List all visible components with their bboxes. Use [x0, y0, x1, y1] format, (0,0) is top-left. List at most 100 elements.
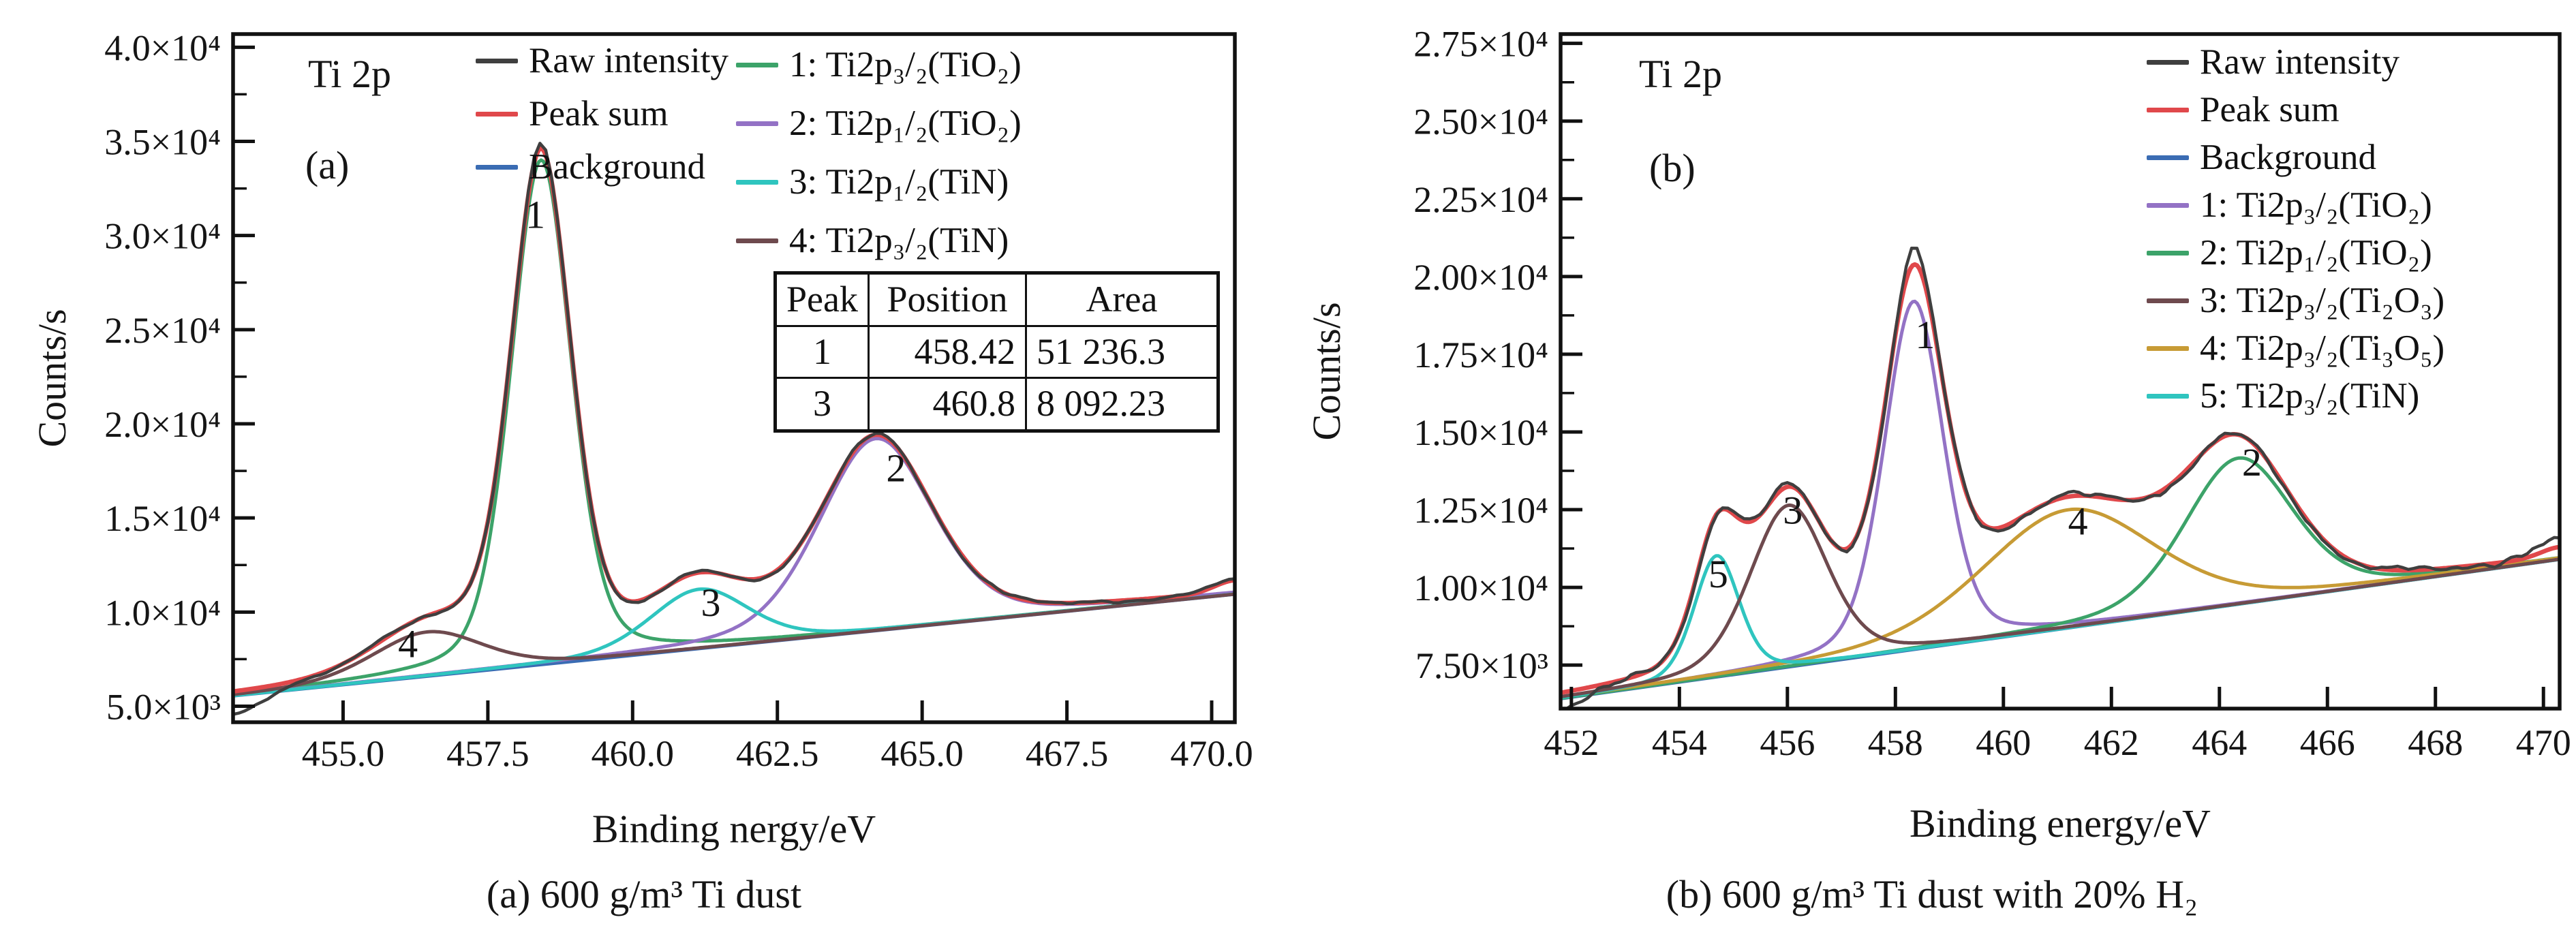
x-tick-label: 454 [1652, 722, 1707, 763]
legend-label: 4: Ti2p₃/₂(TiN) [789, 220, 1009, 260]
legend-label: 2: Ti2p₁/₂(TiO₂) [2200, 232, 2432, 273]
legend-line-swatch [2147, 202, 2189, 208]
legend-label: 2: Ti2p₁/₂(TiO₂) [789, 103, 1022, 143]
y-tick-label: 2.0×10⁴ [104, 404, 221, 445]
table-header-cell: Area [1024, 272, 1219, 327]
curve-component-2-b [1561, 456, 2559, 700]
x-tick-label: 470 [2516, 722, 2571, 763]
y-tick-label: 1.00×10⁴ [1413, 568, 1548, 608]
table-header-cell: Peak [774, 272, 870, 327]
legend-item: 2: Ti2p₁/₂(TiO₂) [736, 94, 1022, 153]
x-tick-label: 455.0 [302, 733, 385, 774]
y-tick-label: 3.0×10⁴ [104, 216, 221, 257]
x-tick-label: 460 [1976, 722, 2031, 763]
x-tick-label: 456 [1760, 722, 1815, 763]
caption-a: (a) 600 g/m³ Ti dust [487, 872, 801, 916]
x-tick-label: 470.0 [1170, 733, 1253, 774]
chart-a-canvas: 12345.0×10³1.0×10⁴1.5×10⁴2.0×10⁴2.5×10⁴3… [30, 27, 1253, 916]
x-tick-label: 464 [2192, 722, 2247, 763]
legend-label: 3: Ti2p₃/₂(Ti₂O₃) [2200, 280, 2445, 320]
x-tick-label: 466 [2300, 722, 2355, 763]
table-header-cell: Position [867, 272, 1027, 327]
curve-component-3-b [1561, 503, 2559, 698]
table-row: 1 458.42 51 236.3 [774, 324, 1219, 379]
legend-line-swatch [2147, 250, 2189, 256]
y-tick-label: 1.75×10⁴ [1413, 335, 1548, 375]
curve-raw-intensity-a [233, 142, 1235, 716]
table-cell: 1 [774, 324, 870, 379]
legend-line-swatch [2147, 155, 2189, 160]
y-tick-label: 2.50×10⁴ [1413, 102, 1548, 142]
legend-line-swatch [476, 164, 518, 170]
y-tick-label: 2.00×10⁴ [1413, 257, 1548, 298]
curve-component-4-b [1561, 507, 2559, 699]
legend-line-swatch [2147, 345, 2189, 351]
peak-number-label-4-a: 4 [398, 622, 418, 666]
peak-number-label-5-b: 5 [1708, 552, 1728, 596]
legend-line-swatch [2147, 298, 2189, 303]
spectrum-label-b: Ti 2p [1639, 52, 1722, 96]
x-tick-label: 465.0 [880, 733, 964, 774]
legend-line-swatch [2147, 393, 2189, 399]
legend-label: 1: Ti2p₃/₂(TiO₂) [2200, 185, 2432, 225]
legend-item: 4: Ti2p₃/₂(Ti₃O₅) [2147, 324, 2444, 372]
legend-label: 5: Ti2p₃/₂(TiN) [2200, 375, 2420, 416]
legend-label: Background [529, 146, 706, 187]
x-axis-title-a: Binding nergy/eV [592, 807, 876, 851]
curve-peak-sum-b [1561, 262, 2559, 695]
table-cell: 460.8 [867, 377, 1027, 432]
y-tick-label: 1.25×10⁴ [1413, 490, 1548, 531]
peak-number-label-3-a: 3 [701, 581, 721, 625]
legend-line-swatch [736, 238, 778, 243]
legend-line-swatch [2147, 107, 2189, 112]
inset-table-a: Peak Position Area 1 458.42 51 236.3 3 460.8 8 0… [773, 271, 1220, 433]
legend-line-swatch [736, 62, 778, 67]
legend-label: Peak sum [2200, 89, 2340, 129]
spectrum-label-a: Ti 2p [308, 52, 391, 96]
table-cell: 51 236.3 [1024, 324, 1219, 379]
x-tick-label: 458 [1868, 722, 1923, 763]
legend-label: Raw intensity [529, 40, 729, 80]
legend-a-column-2: 1: Ti2p₃/₂(TiO₂) 2: Ti2p₁/₂(TiO₂) 3: Ti2p₁… [736, 35, 1022, 270]
y-tick-label: 1.0×10⁴ [104, 592, 221, 633]
plot-border-a [231, 32, 1237, 724]
panel-a: 1 2 3 4 5.0×10³ 1.0×10⁴ 1.5×10⁴ 2.0×10⁴ 2.5×10⁴ 3… [30, 27, 1253, 916]
curve-raw-intensity-b [1563, 246, 2560, 709]
legend-label: 1: Ti2p₃/₂(TiO₂) [789, 44, 1022, 84]
panel-letter-b: (b) [1649, 146, 1696, 190]
y-tick-label: 3.5×10⁴ [104, 122, 221, 163]
y-tick-label: 7.50×10³ [1415, 645, 1548, 686]
axis-ticks-a [234, 45, 1214, 721]
legend-b-column: Raw intensity Peak sum Background 1: Ti2p₃/… [2147, 38, 2444, 420]
legend-label: Peak sum [529, 93, 669, 134]
x-tick-label: 468 [2408, 722, 2463, 763]
peak-number-label-1-b: 1 [1915, 313, 1935, 357]
chart-b-canvas: 1 2 3 4 5 7.50×10³ 1.00×10⁴ 1.25×10⁴ 1.50×10⁴ 1.7… [1304, 24, 2571, 916]
legend-item: 4: Ti2p₃/₂(TiN) [736, 211, 1022, 270]
table-cell: 458.42 [867, 324, 1027, 379]
peak-number-label-4-b: 4 [2068, 499, 2088, 544]
legend-item: Background [476, 140, 729, 194]
plot-border-b [1559, 32, 2562, 711]
panel-letter-a: (a) [305, 143, 349, 187]
legend-a-column-1: Raw intensity Peak sum Background [476, 34, 729, 194]
legend-line-swatch [2147, 59, 2189, 65]
y-tick-label: 1.5×10⁴ [104, 498, 221, 539]
y-tick-label: 2.25×10⁴ [1413, 179, 1548, 220]
legend-line-swatch [476, 58, 518, 63]
peak-number-label-2-a: 2 [886, 446, 906, 490]
x-tick-label: 457.5 [446, 733, 530, 774]
plot-area-a [233, 142, 1235, 716]
peak-number-label-1-a: 1 [525, 193, 545, 237]
legend-label: Background [2200, 137, 2377, 177]
x-tick-label: 460.0 [592, 733, 675, 774]
legend-item: 1: Ti2p₃/₂(TiO₂) [2147, 181, 2444, 229]
legend-label: Raw intensity [2200, 42, 2399, 82]
legend-item: 3: Ti2p₃/₂(Ti₂O₃) [2147, 277, 2444, 324]
legend-item: 2: Ti2p₁/₂(TiO₂) [2147, 229, 2444, 277]
x-tick-label: 462.5 [736, 733, 819, 774]
x-axis-title-b: Binding energy/eV [1910, 801, 2211, 846]
x-tick-label: 467.5 [1026, 733, 1109, 774]
table-row: 3 460.8 8 092.23 [774, 377, 1219, 432]
